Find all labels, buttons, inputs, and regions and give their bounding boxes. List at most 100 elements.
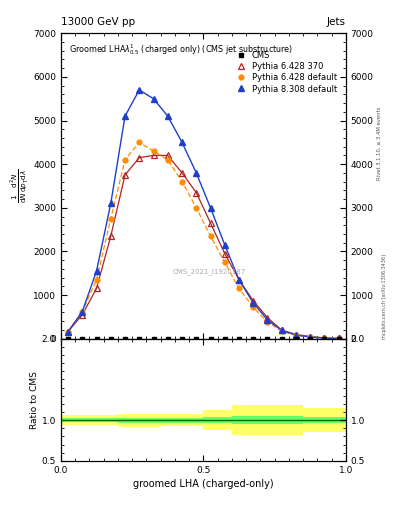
- Bar: [189, 418, 204, 422]
- Pythia 8.308 default: [94, 268, 99, 274]
- Text: CMS_2021_I1920187: CMS_2021_I1920187: [173, 268, 246, 275]
- Bar: [232, 406, 246, 435]
- Pythia 6.428 default: [222, 259, 227, 265]
- Bar: [90, 415, 104, 425]
- Pythia 8.308 default: [108, 200, 113, 206]
- Pythia 8.308 default: [237, 276, 241, 283]
- Bar: [303, 417, 318, 423]
- Bar: [104, 418, 118, 422]
- Y-axis label: $\frac{1}{\mathrm{d}N} \frac{\mathrm{d}^2N}{\mathrm{d}p_T \mathrm{d}\lambda}$: $\frac{1}{\mathrm{d}N} \frac{\mathrm{d}^…: [9, 168, 30, 203]
- Pythia 6.428 default: [108, 216, 113, 222]
- Text: 13000 GeV pp: 13000 GeV pp: [61, 16, 135, 27]
- Pythia 8.308 default: [194, 170, 198, 176]
- Pythia 6.428 370: [80, 312, 84, 318]
- Bar: [246, 416, 260, 424]
- Bar: [232, 416, 246, 424]
- Pythia 6.428 370: [294, 331, 298, 337]
- Bar: [318, 417, 332, 423]
- Bar: [132, 414, 146, 426]
- Pythia 6.428 default: [194, 205, 198, 211]
- Pythia 6.428 370: [308, 333, 312, 339]
- Bar: [175, 418, 189, 422]
- Pythia 6.428 370: [251, 297, 255, 304]
- Line: Pythia 6.428 default: Pythia 6.428 default: [66, 140, 341, 341]
- Pythia 8.308 default: [336, 335, 341, 342]
- Pythia 8.308 default: [137, 87, 141, 93]
- Bar: [204, 417, 218, 423]
- Pythia 8.308 default: [165, 113, 170, 119]
- Bar: [61, 415, 75, 425]
- Pythia 6.428 370: [137, 155, 141, 161]
- Bar: [161, 418, 175, 422]
- Bar: [289, 416, 303, 424]
- CMS: [322, 335, 327, 342]
- CMS: [336, 335, 341, 342]
- Bar: [260, 406, 275, 435]
- Pythia 6.428 370: [108, 233, 113, 239]
- CMS: [123, 335, 127, 342]
- Pythia 6.428 370: [123, 172, 127, 178]
- Pythia 6.428 default: [237, 285, 241, 291]
- Pythia 6.428 default: [279, 328, 284, 334]
- Pythia 8.308 default: [251, 300, 255, 306]
- Pythia 6.428 370: [265, 315, 270, 321]
- Pythia 6.428 default: [322, 335, 327, 341]
- Pythia 8.308 default: [279, 327, 284, 333]
- CMS: [66, 335, 70, 342]
- CMS: [137, 335, 141, 342]
- Pythia 6.428 370: [66, 329, 70, 335]
- CMS: [265, 335, 270, 342]
- Bar: [246, 406, 260, 435]
- Pythia 6.428 370: [336, 335, 341, 342]
- Bar: [218, 417, 232, 423]
- Pythia 6.428 default: [123, 157, 127, 163]
- Pythia 6.428 370: [322, 335, 327, 341]
- Pythia 8.308 default: [151, 96, 156, 102]
- CMS: [251, 335, 255, 342]
- Pythia 6.428 370: [151, 153, 156, 159]
- Bar: [289, 406, 303, 435]
- Legend: CMS, Pythia 6.428 370, Pythia 6.428 default, Pythia 8.308 default: CMS, Pythia 6.428 370, Pythia 6.428 defa…: [232, 50, 339, 95]
- Pythia 6.428 default: [151, 148, 156, 154]
- CMS: [279, 335, 284, 342]
- CMS: [194, 335, 198, 342]
- Y-axis label: Ratio to CMS: Ratio to CMS: [30, 371, 39, 429]
- Bar: [75, 418, 90, 422]
- Bar: [75, 415, 90, 425]
- Pythia 8.308 default: [80, 309, 84, 315]
- Bar: [161, 414, 175, 426]
- Pythia 8.308 default: [265, 317, 270, 323]
- Text: mcplots.cern.ch [arXiv:1306.3436]: mcplots.cern.ch [arXiv:1306.3436]: [382, 254, 387, 339]
- CMS: [165, 335, 170, 342]
- Pythia 6.428 default: [80, 309, 84, 315]
- Bar: [204, 410, 218, 430]
- CMS: [108, 335, 113, 342]
- Pythia 6.428 default: [294, 332, 298, 338]
- Pythia 6.428 default: [66, 329, 70, 335]
- Bar: [90, 418, 104, 422]
- Bar: [218, 410, 232, 430]
- Pythia 8.308 default: [294, 332, 298, 338]
- Bar: [332, 408, 346, 432]
- Bar: [175, 414, 189, 426]
- Pythia 8.308 default: [123, 113, 127, 119]
- Pythia 6.428 default: [265, 319, 270, 325]
- Pythia 6.428 default: [308, 334, 312, 340]
- Bar: [260, 416, 275, 424]
- X-axis label: groomed LHA (charged-only): groomed LHA (charged-only): [133, 479, 274, 489]
- Bar: [303, 408, 318, 432]
- Bar: [189, 414, 204, 426]
- Pythia 6.428 default: [336, 335, 341, 342]
- Bar: [61, 418, 75, 422]
- Bar: [118, 418, 132, 422]
- CMS: [180, 335, 184, 342]
- CMS: [222, 335, 227, 342]
- Text: Jets: Jets: [327, 16, 346, 27]
- Pythia 8.308 default: [66, 329, 70, 335]
- Pythia 8.308 default: [208, 205, 213, 211]
- Bar: [146, 418, 161, 422]
- Bar: [332, 417, 346, 423]
- Line: Pythia 6.428 370: Pythia 6.428 370: [65, 152, 342, 342]
- CMS: [237, 335, 241, 342]
- Text: Groomed LHA$\lambda^{1}_{0.5}$ (charged only) (CMS jet substructure): Groomed LHA$\lambda^{1}_{0.5}$ (charged …: [70, 42, 294, 57]
